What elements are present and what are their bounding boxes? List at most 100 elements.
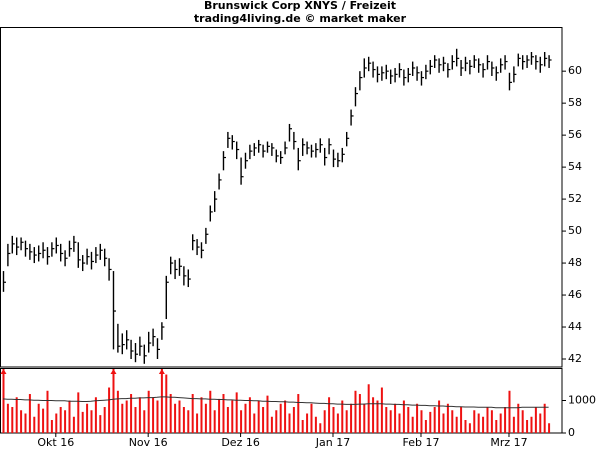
volume-bar — [534, 407, 537, 433]
volume-bar — [130, 394, 133, 433]
y-tick-label: 56 — [568, 128, 582, 141]
volume-bar — [464, 420, 467, 433]
volume-bar — [314, 416, 317, 433]
volume-bar — [81, 411, 84, 433]
volume-bar — [433, 407, 436, 433]
x-tick-label: Dez 16 — [221, 436, 260, 449]
volume-bar — [424, 420, 427, 433]
volume-bar — [521, 410, 524, 433]
volume-bar — [55, 413, 58, 433]
volume-bar — [90, 410, 93, 433]
volume-bar — [341, 400, 344, 433]
volume-bar — [169, 394, 172, 433]
volume-bar — [37, 403, 40, 433]
volume-bar — [420, 410, 423, 433]
volume-bar — [222, 394, 225, 433]
volume-bar — [138, 397, 141, 433]
volume-bar — [301, 420, 304, 433]
volume-bar — [235, 392, 238, 433]
volume-bar — [99, 415, 102, 433]
volume-bar — [72, 416, 75, 433]
volume-bar — [394, 403, 397, 433]
volume-bar — [504, 407, 507, 433]
volume-bar — [455, 416, 458, 433]
volume-bar — [125, 400, 128, 433]
volume-bar — [517, 403, 520, 433]
volume-bar — [24, 413, 27, 433]
volume-bar — [482, 416, 485, 433]
volume-bar — [416, 403, 419, 433]
volume-bar — [257, 400, 260, 433]
volume-bar — [218, 398, 221, 433]
x-tick-label: Jan 17 — [315, 436, 350, 449]
volume-bar — [266, 395, 269, 433]
y-tick-label: 46 — [568, 288, 582, 301]
y-tick-label: 44 — [568, 320, 582, 333]
volume-bar — [20, 410, 23, 433]
volume-bar — [288, 413, 291, 433]
volume-bar — [389, 410, 392, 433]
volume-bar — [275, 410, 278, 433]
volume-bar — [490, 410, 493, 433]
volume-bar — [174, 403, 177, 433]
volume-bar — [226, 407, 229, 433]
overflow-arrow — [110, 369, 117, 374]
volume-bar — [376, 400, 379, 433]
overflow-arrow — [158, 369, 165, 374]
volume-bar — [548, 423, 551, 433]
volume-bar — [539, 413, 542, 433]
volume-bar — [526, 420, 529, 433]
volume-bar — [398, 413, 401, 433]
volume-y-tick-label: 0 — [568, 426, 575, 439]
volume-bar — [508, 390, 511, 433]
volume-bar — [253, 413, 256, 433]
volume-bars — [2, 369, 551, 433]
volume-bar — [411, 416, 414, 433]
y-tick-label: 60 — [568, 64, 582, 77]
volume-average — [2, 396, 549, 409]
volume-bar — [451, 410, 454, 433]
volume-bar — [42, 408, 45, 433]
volume-bar — [279, 403, 282, 433]
volume-bar — [438, 400, 441, 433]
volume-bar — [112, 369, 115, 433]
volume-bar — [442, 413, 445, 433]
price-panel — [0, 27, 563, 368]
volume-bar — [429, 411, 432, 433]
volume-y-tick-label: 1000 — [568, 394, 596, 407]
volume-bar — [33, 416, 36, 433]
volume-bar — [178, 400, 181, 433]
volume-bar — [64, 410, 67, 433]
volume-bar — [385, 407, 388, 433]
volume-bar — [354, 390, 357, 433]
volume-bar — [86, 403, 89, 433]
volume-bar — [460, 407, 463, 433]
volume-bar — [116, 390, 119, 433]
volume-bar — [345, 410, 348, 433]
volume-bar — [156, 400, 159, 433]
x-tick-label: Feb 17 — [402, 436, 439, 449]
volume-bar — [543, 403, 546, 433]
volume-bar — [187, 410, 190, 433]
y-tick-label: 48 — [568, 256, 582, 269]
volume-bar — [147, 390, 150, 433]
volume-bar — [160, 369, 163, 433]
volume-bar — [209, 390, 212, 433]
y-tick-label: 58 — [568, 96, 582, 109]
volume-bar — [196, 413, 199, 433]
volume-bar — [103, 407, 106, 433]
volume-bar — [68, 400, 71, 433]
volume-bar — [407, 407, 410, 433]
volume-bar — [473, 410, 476, 433]
volume-bar — [486, 407, 489, 433]
volume-bar — [134, 407, 137, 433]
volume-bar — [446, 403, 449, 433]
volume-bar — [240, 410, 243, 433]
y-tick-label: 42 — [568, 352, 582, 365]
volume-bar — [367, 384, 370, 433]
volume-bar — [50, 420, 53, 433]
volume-bar — [77, 392, 80, 433]
x-tick-label: Mrz 17 — [490, 436, 527, 449]
